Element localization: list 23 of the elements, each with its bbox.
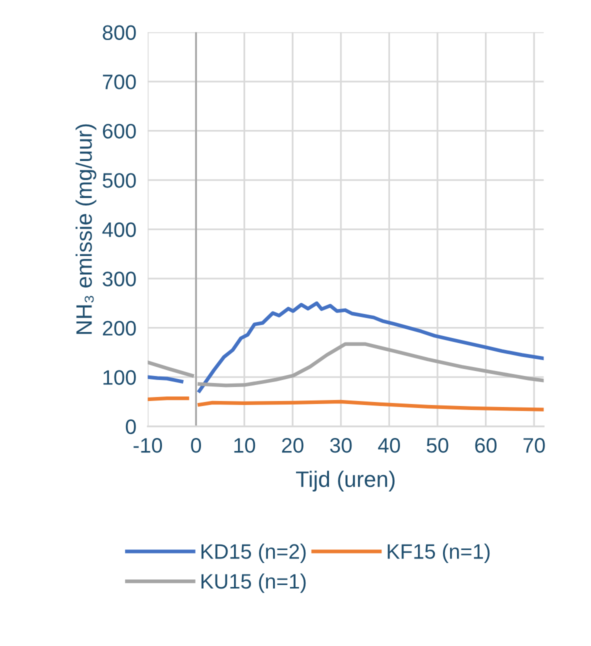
x-tick-label: 20 — [282, 438, 304, 453]
x-tick-label: -10 — [134, 438, 162, 453]
x-tick-label: 60 — [475, 438, 497, 453]
y-tick-label: 400 — [102, 222, 136, 238]
legend-label: KD15 (n=2) — [202, 544, 306, 564]
y-axis-title: NH₃ emissie (mg/uur) — [76, 124, 96, 334]
y-tick-label: 800 — [102, 25, 136, 40]
y-tick-label: 500 — [102, 173, 136, 188]
y-tick-label: 200 — [102, 320, 136, 336]
y-tick-label: 100 — [103, 370, 136, 385]
y-tick-label: 0 — [126, 419, 136, 434]
legend-label: KU15 (n=1) — [202, 573, 306, 593]
y-tick-label: 700 — [102, 74, 136, 90]
x-tick-label: 40 — [378, 438, 400, 453]
x-tick-label: 0 — [191, 438, 202, 453]
x-tick-label: 10 — [234, 438, 256, 453]
x-tick-label: 70 — [524, 438, 545, 453]
y-tick-label: 600 — [102, 124, 136, 139]
y-tick-label: 300 — [102, 272, 136, 286]
x-tick-label: 30 — [330, 438, 352, 453]
x-tick-label: 50 — [426, 438, 448, 453]
x-axis-title: Tijd (uren) — [296, 470, 395, 492]
legend-label: KF15 (n=1) — [388, 544, 490, 564]
